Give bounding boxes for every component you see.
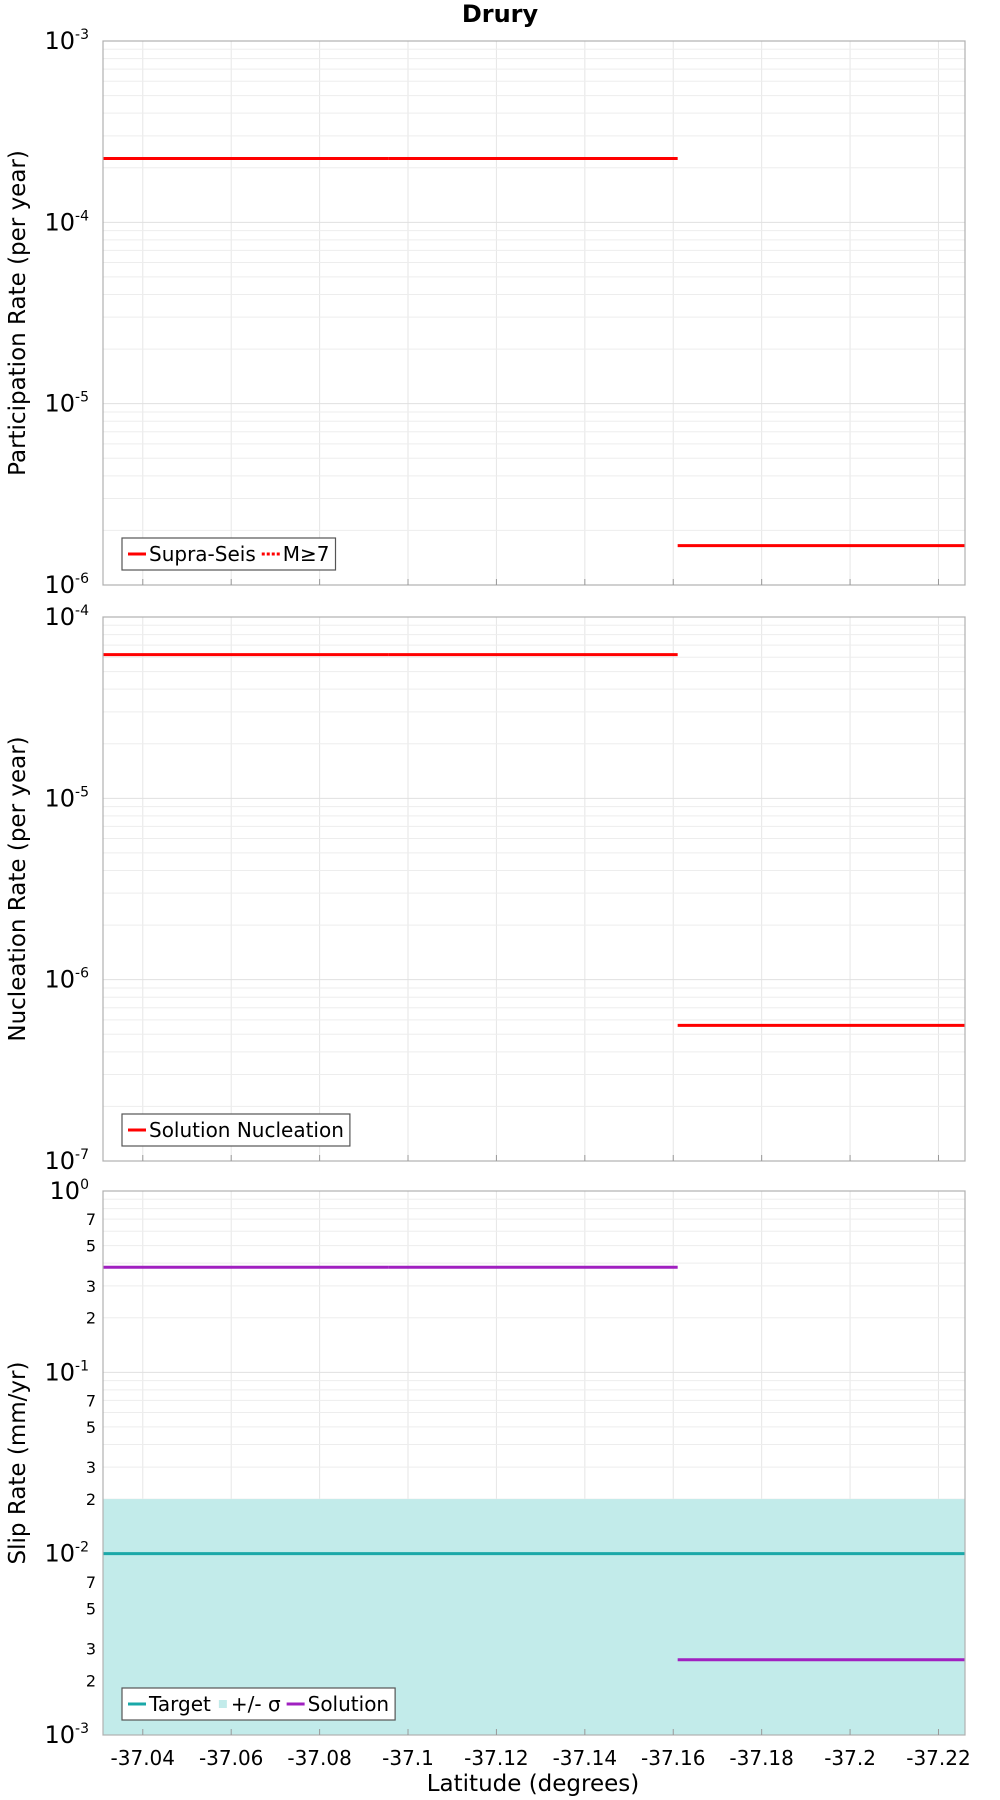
legend-label: M≥7	[283, 542, 330, 566]
chart-title: Drury	[462, 0, 539, 28]
x-tick-label: -37.2	[824, 1746, 876, 1770]
plot-frame	[102, 616, 966, 1162]
x-tick-label: -37.06	[199, 1746, 263, 1770]
y-tick-label: 10-5	[44, 390, 89, 418]
y-tick-label: 10-6	[44, 966, 89, 994]
legend-box	[121, 537, 337, 571]
y-tick-label: 10-3	[44, 27, 89, 55]
y-minor-tick-label: 2	[86, 1671, 96, 1690]
y-minor-tick-label: 7	[86, 1210, 96, 1229]
legend: Supra-Seis M≥7	[121, 537, 337, 571]
y-axis-label: Slip Rate (mm/yr)	[5, 1362, 31, 1565]
y-axis-label: Participation Rate (per year)	[5, 150, 31, 476]
y-minor-tick-label: 7	[86, 1573, 96, 1592]
panel-2: 10-7 10-6 10-5 10-4 Nucleation Rate (per yea…	[5, 603, 966, 1175]
legend-box	[121, 1113, 351, 1147]
x-tick-label: -37.16	[641, 1746, 705, 1770]
x-tick-label: -37.08	[287, 1746, 351, 1770]
y-tick-label: 10-4	[44, 603, 89, 631]
legend-label: Target	[148, 1692, 211, 1716]
panel-3: 10-3 10-2 10-1 100 2 3 5 7 2 3 5 7 2 3 5 7 Slip Rate (mm…	[5, 1177, 966, 1749]
y-minor-tick-label: 3	[86, 1458, 96, 1477]
legend: Solution Nucleation	[121, 1113, 351, 1147]
plot-frame	[102, 1190, 966, 1736]
y-tick-label: 10-1	[44, 1358, 89, 1386]
legend-swatch	[218, 1700, 227, 1708]
plot-frame	[102, 40, 966, 586]
y-minor-tick-label: 5	[86, 1599, 96, 1618]
legend-label: +/- σ	[231, 1692, 281, 1716]
y-tick-label: 10-7	[44, 1147, 89, 1175]
y-tick-label: 10-4	[44, 208, 89, 236]
x-tick-label: -37.12	[464, 1746, 528, 1770]
y-minor-tick-label: 3	[86, 1277, 96, 1296]
x-axis-label: Latitude (degrees)	[427, 1771, 640, 1797]
legend-box	[121, 1687, 396, 1721]
y-minor-tick-label: 7	[86, 1391, 96, 1410]
y-minor-tick-label: 3	[86, 1639, 96, 1658]
y-tick-label: 100	[50, 1177, 89, 1205]
y-minor-tick-label: 5	[86, 1418, 96, 1437]
y-tick-label: 10-5	[44, 784, 89, 812]
y-axis-label: Nucleation Rate (per year)	[5, 736, 31, 1041]
legend-label: Supra-Seis	[149, 542, 256, 566]
y-minor-tick-label: 5	[86, 1237, 96, 1256]
legend: Target +/- σ Solution	[121, 1687, 396, 1721]
x-tick-label: -37.22	[906, 1746, 970, 1770]
x-tick-label: -37.18	[729, 1746, 793, 1770]
x-tick-label: -37.14	[553, 1746, 617, 1770]
x-tick-label: -37.1	[382, 1746, 434, 1770]
y-tick-label: 10-6	[44, 571, 89, 599]
x-tick-label: -37.04	[111, 1746, 175, 1770]
legend-label: Solution Nucleation	[149, 1118, 344, 1142]
y-tick-label: 10-3	[44, 1721, 89, 1749]
y-tick-label: 10-2	[44, 1540, 89, 1568]
legend-label: Solution	[308, 1692, 389, 1716]
panel-1: 10-6 10-5 10-4 10-3 Participation Rate (per …	[5, 27, 966, 599]
y-minor-tick-label: 2	[86, 1309, 96, 1328]
y-minor-tick-label: 2	[86, 1490, 96, 1509]
